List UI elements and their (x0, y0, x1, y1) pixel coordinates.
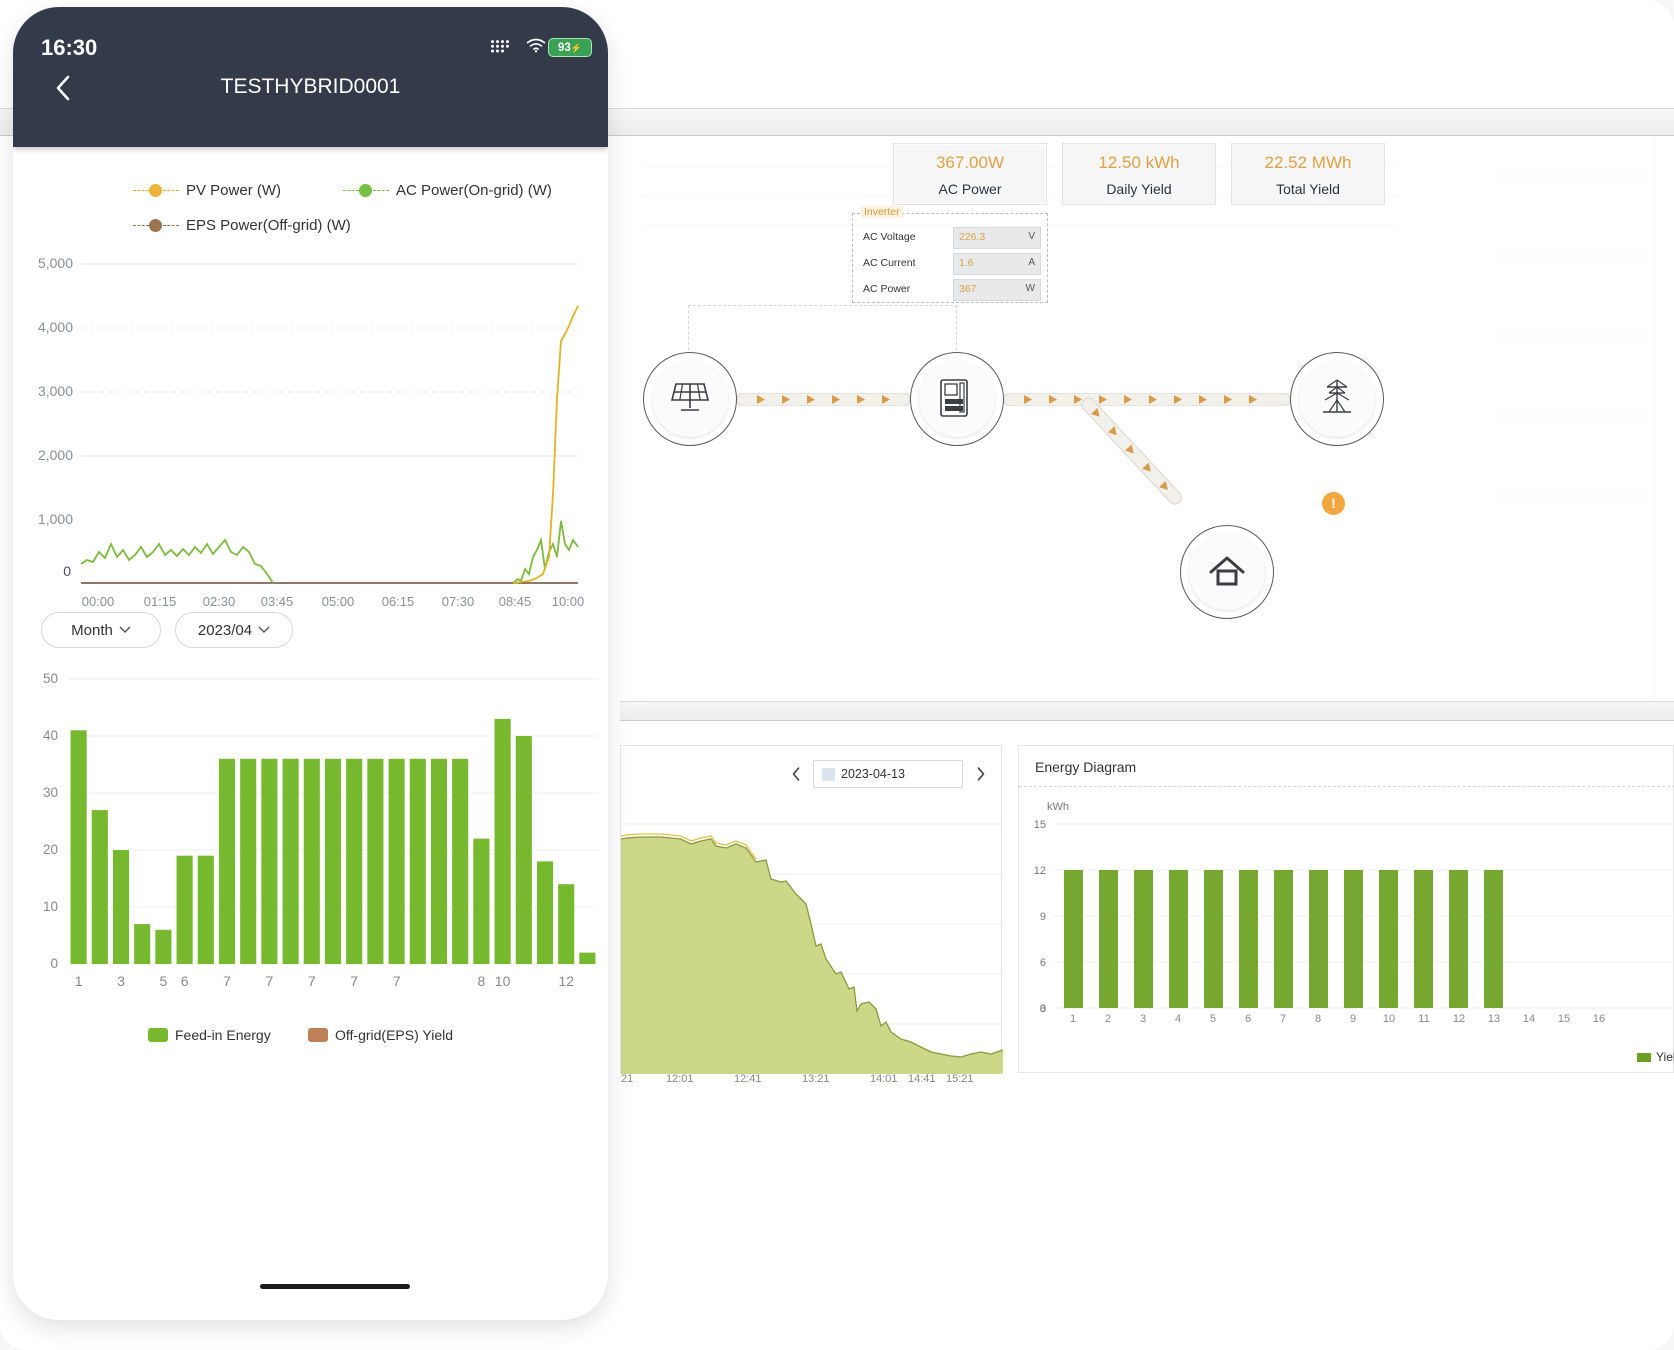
svg-text:1: 1 (75, 973, 83, 989)
svg-text:11: 11 (1418, 1013, 1429, 1024)
svg-text:7: 7 (308, 973, 316, 989)
svg-text:1: 1 (1070, 1013, 1076, 1024)
svg-text:1,000: 1,000 (38, 511, 73, 527)
svg-text:13: 13 (1488, 1013, 1500, 1024)
svg-text:0: 0 (1040, 1003, 1046, 1015)
svg-text:6: 6 (1245, 1013, 1251, 1024)
svg-text:10: 10 (43, 899, 58, 914)
svg-text:9: 9 (1040, 911, 1046, 923)
svg-text:12: 12 (1034, 865, 1046, 877)
svg-text:0: 0 (63, 563, 71, 579)
svg-text:16: 16 (1593, 1013, 1605, 1024)
svg-text:15: 15 (1034, 819, 1046, 831)
svg-text:20: 20 (43, 842, 58, 857)
svg-text:5: 5 (160, 973, 168, 989)
svg-text:30: 30 (43, 785, 58, 800)
svg-text:7: 7 (393, 973, 401, 989)
svg-text:40: 40 (43, 728, 58, 743)
svg-text:50: 50 (43, 671, 58, 686)
svg-text:5: 5 (1210, 1013, 1216, 1024)
svg-text:12: 12 (1453, 1013, 1465, 1024)
svg-text:7: 7 (1280, 1013, 1286, 1024)
svg-text:12: 12 (558, 973, 574, 989)
svg-text:9: 9 (1350, 1013, 1356, 1024)
svg-text:7: 7 (350, 973, 358, 989)
svg-text:3,000: 3,000 (38, 383, 73, 399)
svg-text:0: 0 (50, 956, 58, 971)
svg-text:3: 3 (117, 973, 125, 989)
svg-text:3: 3 (1140, 1013, 1146, 1024)
svg-text:15: 15 (1558, 1013, 1570, 1024)
svg-text:6: 6 (1040, 957, 1046, 969)
svg-text:2: 2 (1105, 1013, 1111, 1024)
svg-text:4: 4 (1175, 1013, 1181, 1024)
svg-text:4,000: 4,000 (38, 319, 73, 335)
svg-text:6: 6 (181, 973, 189, 989)
svg-text:8: 8 (478, 973, 486, 989)
svg-text:10: 10 (1383, 1013, 1395, 1024)
svg-text:7: 7 (223, 973, 231, 989)
svg-text:10: 10 (495, 973, 511, 989)
svg-text:7: 7 (266, 973, 274, 989)
svg-text:5,000: 5,000 (38, 255, 73, 271)
svg-text:2,000: 2,000 (38, 447, 73, 463)
svg-text:14: 14 (1523, 1013, 1535, 1024)
svg-text:8: 8 (1315, 1013, 1321, 1024)
